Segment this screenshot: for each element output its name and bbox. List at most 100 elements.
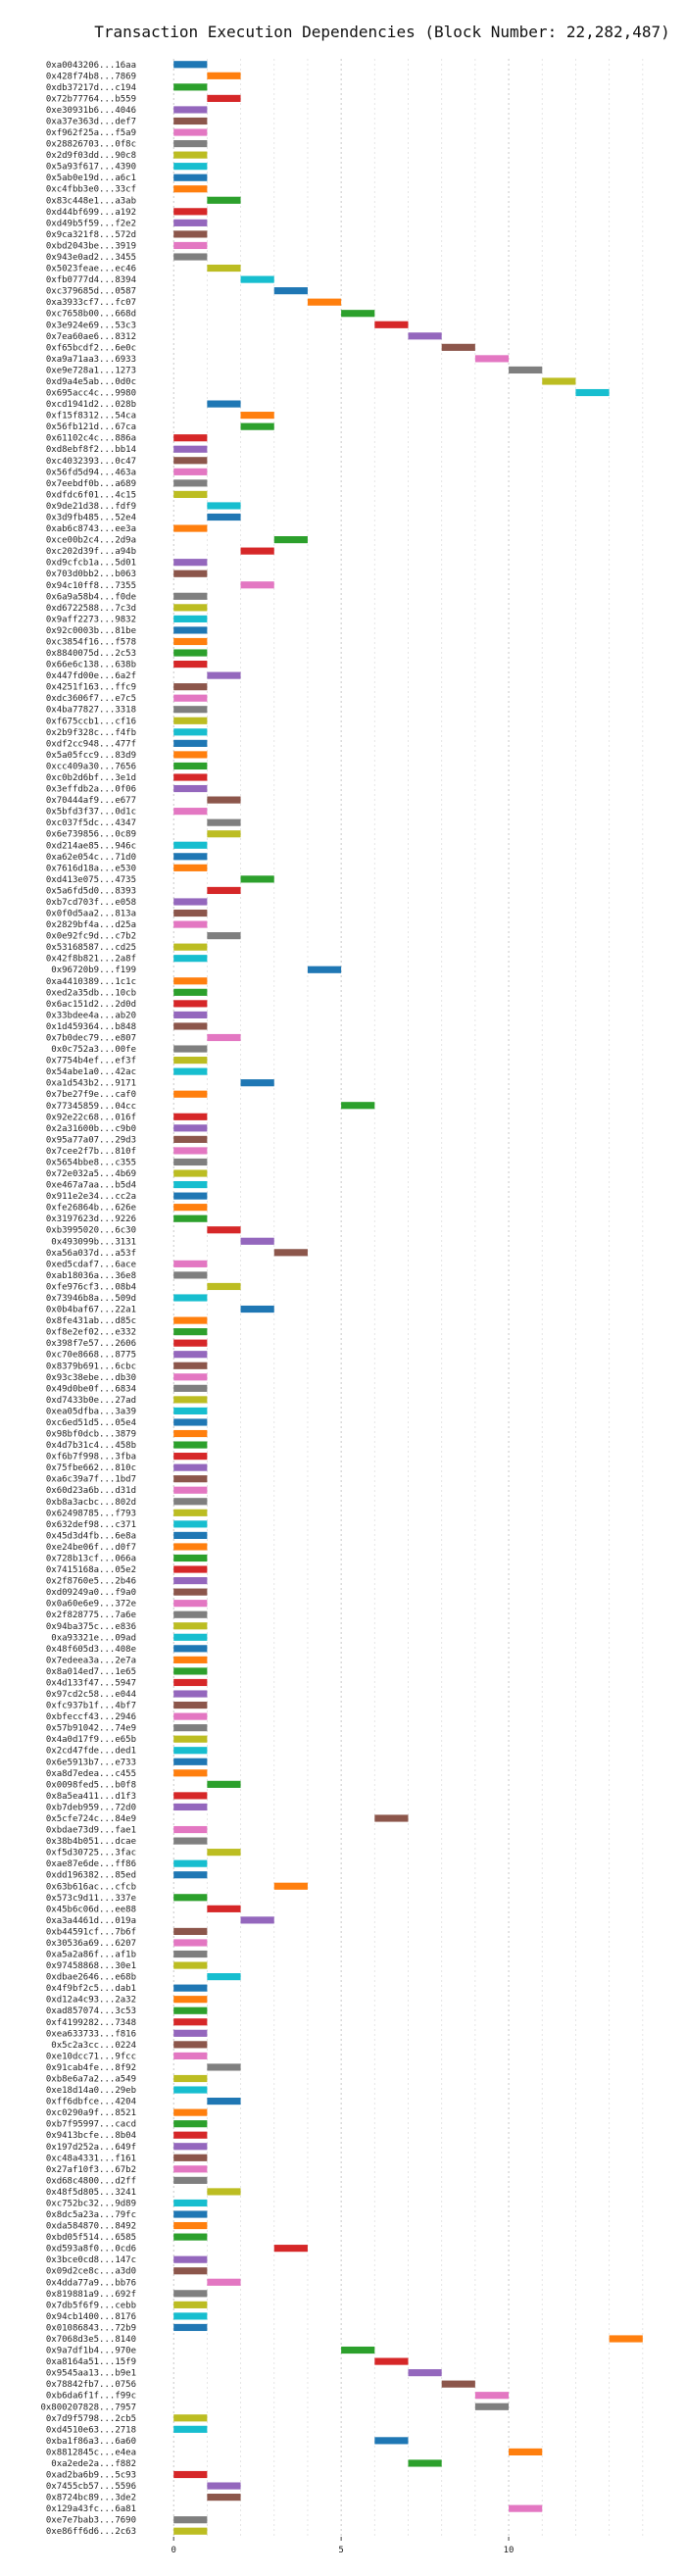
y-tick-label: 0x0098fed5...b0f8 [46,1780,136,1790]
y-tick-label: 0x5ab0e19d...a6c1 [46,173,136,183]
task-bar [173,1260,208,1267]
y-tick-label: 0xd593a8f0...0cd6 [46,2245,136,2254]
task-bar [173,626,208,634]
y-tick-label: 0x7068d3e5...8140 [46,2335,136,2345]
task-bar [173,1180,208,1189]
y-tick-label: 0xfc937b1f...4bf7 [46,1702,136,1711]
y-tick-label: 0x45b6c06d...ee88 [46,1905,136,1914]
y-tick-label: 0x7616d18a...e530 [46,864,136,873]
y-tick-label: 0x98bf0dcb...3879 [46,1430,136,1440]
y-tick-label: 0xe467a7aa...b5d4 [46,1181,136,1191]
y-tick-label: 0x5cfe724c...84e9 [46,1814,136,1824]
task-bar [173,2074,208,2083]
task-bar [173,1384,208,1392]
grid-layer [172,59,644,2537]
task-bar [173,1758,208,1765]
y-tick-label: 0x54abe1a0...42ac [46,1067,136,1077]
y-tick-label: 0x197d252a...649f [46,2143,136,2153]
y-tick-label: 0x3197623d...9226 [46,1214,136,1224]
task-bar [173,230,208,238]
task-bar [408,332,442,340]
y-tick-label: 0x447fd00e...6a2f [46,671,136,681]
task-bar [173,1169,208,1177]
task-bar [173,853,208,861]
task-bar [207,264,241,272]
y-tick-label: 0x7d9f5798...2cb5 [46,2414,136,2424]
task-bar [207,196,241,204]
y-tick-label: 0xbd05f514...6585 [46,2233,136,2243]
y-tick-label: 0xdc3606f7...e7c5 [46,694,136,704]
task-bar [173,1214,208,1222]
task-bar [173,570,208,577]
task-bar [173,185,208,193]
y-tick-label: 0x09d2ce8c...a3d0 [46,2267,136,2277]
y-tick-label: 0x7be27f9e...caf0 [46,1090,136,1100]
y-tick-label: 0x6e5913b7...e733 [46,1758,136,1767]
y-tick-label: 0x62498785...f793 [46,1509,136,1518]
y-tick-label: 0xb8a3acbc...802d [46,1498,136,1508]
y-tick-label: 0xd413e075...4735 [46,875,136,885]
y-tick-label: 0xdd196382...85ed [46,1871,136,1881]
task-bar [173,1520,208,1528]
task-bar [240,422,274,430]
task-bar [173,751,208,759]
y-tick-label: 0xc70e8668...8775 [46,1351,136,1361]
y-tick-label: 0x93c38ebe...db30 [46,1373,136,1383]
y-tick-label: 0xed2a35db...10cb [46,988,136,998]
y-tick-label: 0xd7433b0e...27ad [46,1396,136,1406]
task-bar [173,1678,208,1687]
y-tick-label: 0x8812845c...e4ea [46,2448,136,2457]
y-tick-label: 0xa93321e...09ad [51,1633,136,1643]
task-bar [173,1135,208,1143]
task-bar [374,1814,409,1822]
y-tick-label: 0xab6c8743...ee3a [46,524,136,534]
y-tick-label: 0x28826703...0f8c [46,140,136,150]
task-bar [173,241,208,250]
y-tick-label: 0xea633733...f816 [46,2029,136,2039]
task-bar [173,1871,208,1879]
y-tick-label: 0xa0043206...16aa [46,61,136,71]
y-tick-label: 0xc037f5dc...4347 [46,818,136,828]
task-bar [173,683,208,691]
y-tick-label: 0x30536a69...6207 [46,1939,136,1949]
y-tick-label: 0x8840075d...2c53 [46,649,136,659]
y-tick-label: 0xb8e6a7a2...a549 [46,2074,136,2084]
task-bar [173,117,208,125]
task-bar [173,524,208,532]
y-tick-label: 0x2829bf4a...d25a [46,920,136,930]
y-tick-label: 0x91cab4fe...8f92 [46,2063,136,2073]
task-bar [207,830,241,838]
task-bar [173,1339,208,1347]
y-tick-label: 0xa6c39a7f...1bd7 [46,1475,136,1485]
task-bar [173,1792,208,1800]
y-tick-label: 0xa8d7edea...c455 [46,1769,136,1779]
task-bar [173,219,208,226]
y-tick-label: 0xb7cd703f...e058 [46,898,136,908]
y-tick-label: 0x8724bc89...3de2 [46,2494,136,2503]
task-bar [173,1633,208,1641]
y-tick-label: 0xdfdc6f01...4c15 [46,490,136,500]
task-bar [474,355,510,363]
y-tick-label: 0xdf2cc948...477f [46,739,136,749]
task-bar [173,2165,208,2173]
task-bar [173,1701,208,1709]
task-bar [173,2210,208,2218]
task-bar [173,1939,208,1947]
y-tick-label: 0x7b0dec79...e807 [46,1034,136,1044]
y-tick-label: 0x5c2a3cc...0224 [51,2041,136,2051]
task-bar [173,592,208,600]
y-tick-label: 0x7db5f6f9...cebb [46,2301,136,2310]
task-bar [173,2267,208,2275]
task-bar [474,2392,510,2400]
task-bar [173,106,208,114]
y-tick-label: 0x60d23a6b...d31d [46,1486,136,1496]
task-bar [173,2470,208,2479]
task-bar [341,310,375,318]
y-tick-label: 0xbdae73d9...fae1 [46,1826,136,1836]
task-bar [207,796,241,804]
task-bar [207,1033,241,1042]
y-tick-label: 0x4f9bf2c5...dab1 [46,1984,136,1994]
y-tick-label: 0xda584870...8492 [46,2222,136,2232]
task-bar [173,2233,208,2241]
task-bar [207,671,241,679]
